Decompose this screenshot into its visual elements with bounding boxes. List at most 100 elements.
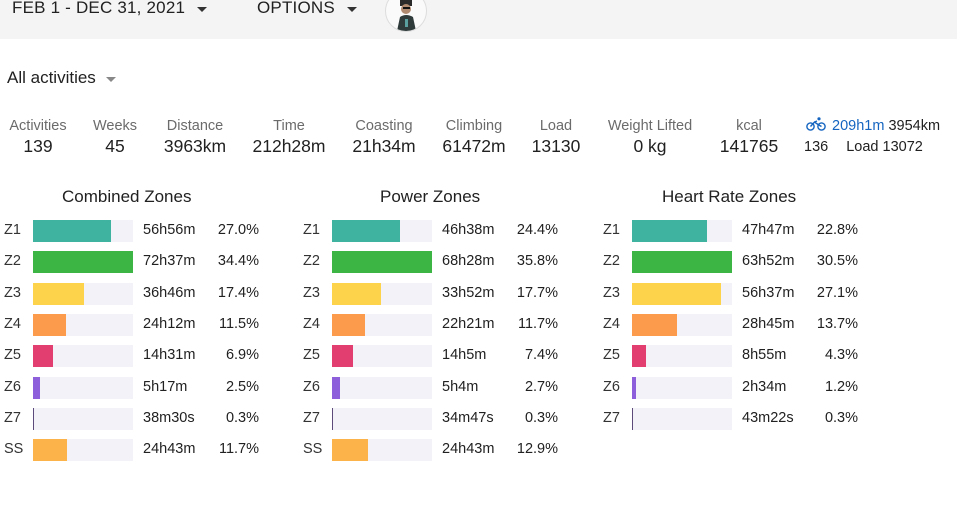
- zone-label: Z7: [603, 409, 620, 426]
- zone-time: 56h37m: [742, 284, 795, 301]
- zone-row-z5: Z5 14h31m 6.9%: [4, 345, 294, 368]
- zone-percent: 0.3%: [824, 409, 858, 426]
- zone-percent: 17.7%: [516, 284, 558, 301]
- zone-time: 22h21m: [442, 315, 495, 332]
- zone-percent: 27.0%: [217, 222, 259, 238]
- zone-bar-fill: [33, 439, 67, 462]
- zone-label: Z1: [303, 222, 320, 238]
- zone-time: 28h45m: [742, 315, 795, 332]
- zone-percent: 30.5%: [816, 253, 858, 270]
- zone-bar-fill: [33, 251, 133, 274]
- zone-time: 56h56m: [143, 222, 196, 238]
- zone-time: 24h12m: [143, 315, 196, 332]
- zone-percent: 0.3%: [225, 409, 259, 426]
- zone-row-z4: Z4 24h12m 11.5%: [4, 313, 294, 336]
- zone-bar-fill: [332, 251, 432, 274]
- zone-time: 38m30s: [143, 409, 195, 426]
- stat-label: Activities: [9, 118, 67, 134]
- zone-bar-fill: [632, 251, 732, 274]
- zone-bar-track: [33, 345, 133, 368]
- zone-time: 34m47s: [442, 409, 494, 426]
- zone-bar-track: [332, 345, 432, 368]
- zone-label: Z5: [4, 347, 21, 364]
- zone-bar-fill: [632, 282, 721, 305]
- zone-row-z2: Z2 72h37m 34.4%: [4, 251, 294, 274]
- panel-title: Power Zones: [380, 187, 481, 206]
- zone-row-ss: SS 24h43m 11.7%: [4, 439, 294, 462]
- zone-percent: 2.5%: [225, 378, 259, 395]
- zone-row-ss: SS 24h43m 12.9%: [303, 439, 593, 462]
- zone-row-z3: Z3 36h46m 17.4%: [4, 282, 294, 305]
- zone-time: 36h46m: [143, 284, 196, 301]
- zone-row-z1: Z1 46h38m 24.4%: [303, 220, 593, 242]
- zone-bar-track: [33, 376, 133, 399]
- zone-percent: 35.8%: [516, 253, 558, 270]
- ride-distance: 3954km: [888, 118, 941, 134]
- zone-label: Z2: [4, 253, 21, 270]
- zone-percent: 12.9%: [516, 441, 558, 458]
- stat-label: Load: [539, 118, 573, 134]
- stat-distance: Distance 3963km: [158, 117, 232, 157]
- zone-percent: 1.2%: [824, 378, 858, 395]
- chevron-down-icon: [197, 6, 208, 12]
- zone-row-z2: Z2 68h28m 35.8%: [303, 251, 593, 274]
- stat-kcal: kcal 141765: [712, 117, 786, 157]
- stat-value: 61472m: [442, 136, 506, 156]
- zone-percent: 27.1%: [816, 284, 858, 301]
- zone-row-z1: Z1 47h47m 22.8%: [603, 220, 893, 242]
- zone-row-z7: Z7 34m47s 0.3%: [303, 407, 593, 430]
- zone-bar-fill: [33, 407, 34, 430]
- zone-bar-track: [632, 376, 732, 399]
- zone-bar-track: [632, 220, 732, 242]
- zone-bar-track: [632, 313, 732, 336]
- zone-percent: 11.5%: [218, 315, 259, 332]
- zone-row-z6: Z6 5h17m 2.5%: [4, 376, 294, 399]
- zone-bar-fill: [33, 220, 111, 242]
- user-avatar[interactable]: [385, 0, 427, 32]
- zone-label: SS: [303, 441, 323, 458]
- zone-bar-track: [632, 407, 732, 430]
- panel-title: Combined Zones: [62, 187, 192, 206]
- options-dropdown[interactable]: OPTIONS: [257, 0, 357, 18]
- zone-bar-fill: [33, 345, 53, 368]
- zone-time: 8h55m: [742, 347, 787, 364]
- zone-label: Z1: [603, 222, 620, 238]
- stat-load: Load 13130: [526, 117, 586, 157]
- zone-bar-fill: [332, 220, 400, 242]
- zone-bar-track: [332, 313, 432, 336]
- zone-percent: 13.7%: [816, 315, 858, 332]
- zone-time: 68h28m: [442, 253, 495, 270]
- zone-label: Z3: [603, 284, 620, 301]
- chevron-down-icon: [346, 6, 357, 12]
- zone-bar-fill: [33, 376, 40, 399]
- zone-time: 72h37m: [143, 253, 196, 270]
- stat-label: Time: [273, 118, 305, 134]
- stat-value: 141765: [719, 136, 779, 156]
- zone-row-z4: Z4 28h45m 13.7%: [603, 313, 893, 336]
- ride-time: 209h1m: [832, 118, 885, 134]
- zone-label: Z3: [303, 284, 320, 301]
- zone-bar-fill: [332, 282, 381, 305]
- stat-value: 3963km: [163, 136, 227, 156]
- bicycle-icon: [806, 117, 826, 131]
- zone-label: Z6: [303, 378, 320, 395]
- zone-bar-track: [33, 220, 133, 242]
- zone-bar-track: [332, 282, 432, 305]
- stat-value: 21h34m: [352, 136, 416, 156]
- zone-time: 43m22s: [742, 409, 794, 426]
- zone-bar-track: [33, 282, 133, 305]
- zone-bar-fill: [332, 313, 365, 336]
- stat-weeks: Weeks 45: [85, 117, 145, 157]
- activity-filter-dropdown[interactable]: All activities: [7, 68, 116, 88]
- zone-bar-track: [33, 439, 133, 462]
- stat-weight-lifted: Weight Lifted 0 kg: [601, 117, 699, 157]
- zone-time: 63h52m: [742, 253, 795, 270]
- options-label: OPTIONS: [257, 0, 335, 17]
- zone-percent: 17.4%: [217, 284, 259, 301]
- zone-label: Z7: [303, 409, 320, 426]
- stat-value: 45: [105, 136, 125, 156]
- zone-label: Z1: [4, 222, 21, 238]
- zone-bar-track: [332, 220, 432, 242]
- activity-filter-label: All activities: [7, 68, 96, 87]
- date-range-dropdown[interactable]: FEB 1 - DEC 31, 2021: [12, 0, 208, 18]
